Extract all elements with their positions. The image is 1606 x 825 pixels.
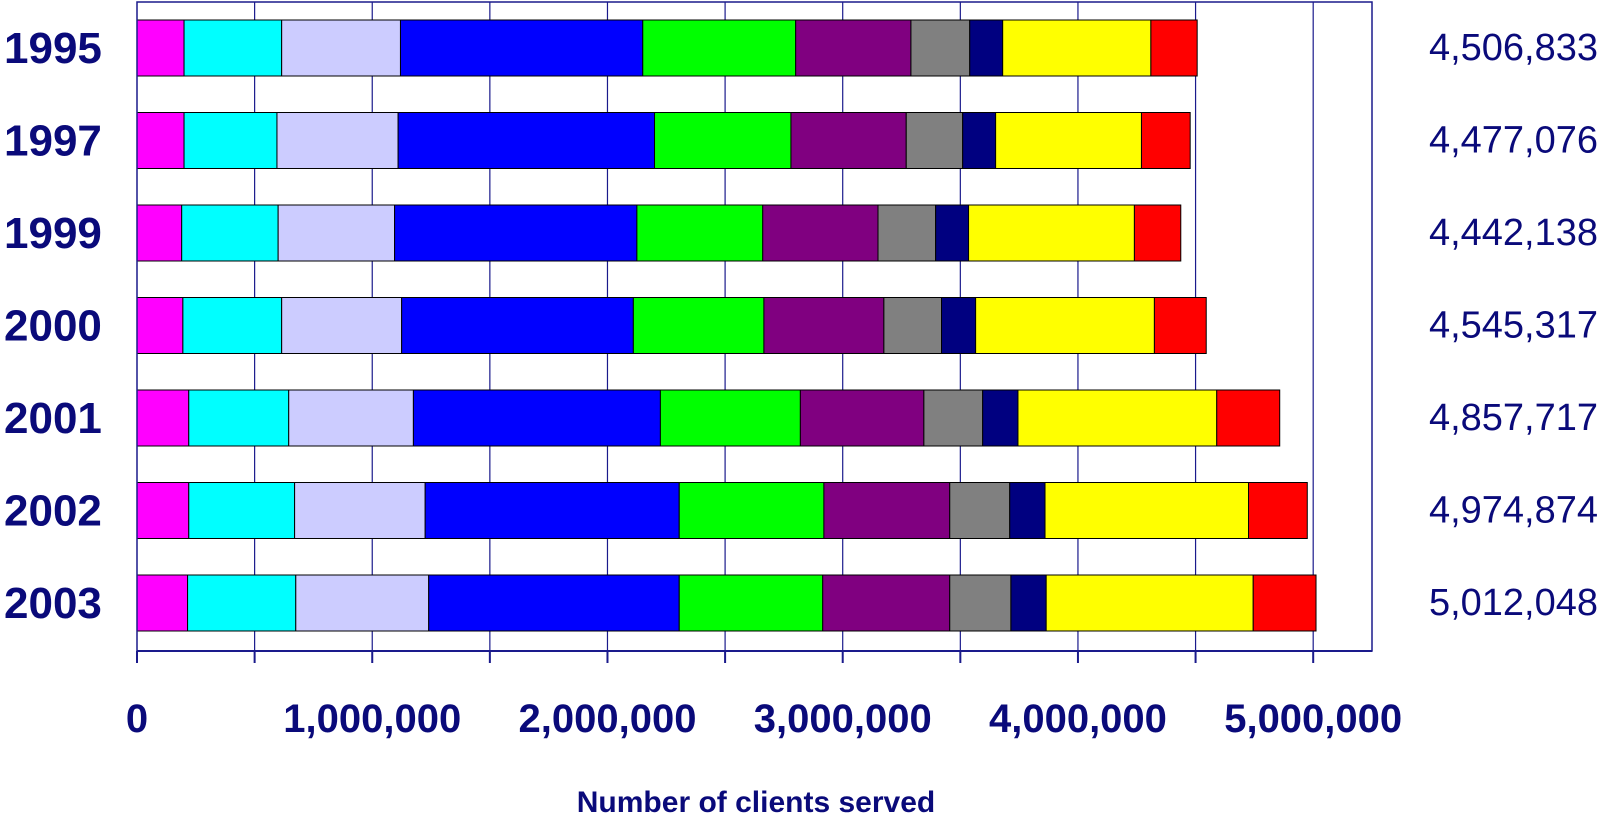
bar-segment-1999-10 — [1133, 204, 1182, 262]
bar-segment-1997-8 — [962, 112, 997, 169]
bar-segment-1999-3 — [277, 204, 396, 262]
bar-segment-2003-5 — [678, 574, 824, 632]
total-label: 4,974,874 — [1429, 490, 1598, 532]
total-label: 4,477,076 — [1429, 120, 1598, 162]
bar-segment-2002-4 — [424, 482, 680, 539]
bar-segment-1995-5 — [642, 19, 797, 77]
bar-segment-2003-3 — [295, 574, 430, 632]
bar-segment-2003-1 — [136, 574, 189, 632]
bar-segment-2002-6 — [823, 482, 951, 539]
bar-segment-1997-4 — [397, 112, 656, 169]
bar-segment-1999-4 — [394, 204, 638, 262]
bar-segment-2002-7 — [949, 482, 1011, 539]
bar-segment-2001-5 — [659, 389, 801, 447]
year-label: 1997 — [4, 117, 102, 166]
bar-segment-2000-9 — [975, 297, 1155, 354]
bar-segment-2002-8 — [1009, 482, 1046, 539]
bar-segment-2002-1 — [136, 482, 190, 539]
bar-segment-1995-2 — [183, 19, 283, 77]
bar-segment-1997-2 — [183, 112, 278, 169]
year-label: 2000 — [4, 302, 102, 351]
bar-segment-1997-5 — [654, 112, 792, 169]
total-label: 4,857,717 — [1429, 397, 1598, 439]
year-label: 1999 — [4, 209, 102, 258]
bar-segment-2001-7 — [923, 389, 984, 447]
bar-segment-2001-2 — [188, 389, 290, 447]
total-label: 4,442,138 — [1429, 212, 1598, 254]
bar-segment-1995-6 — [795, 19, 912, 77]
x-tick-label: 0 — [126, 697, 148, 741]
bar-segment-2002-3 — [294, 482, 426, 539]
bar-segment-1999-9 — [968, 204, 1135, 262]
x-axis-title: Number of clients served — [577, 786, 935, 819]
year-label: 2003 — [4, 579, 102, 628]
bar-segment-2000-2 — [182, 297, 283, 354]
bar-segment-2000-5 — [632, 297, 765, 354]
bar-segment-2003-6 — [822, 574, 951, 632]
x-tick-label: 3,000,000 — [754, 697, 932, 741]
bar-segment-1995-8 — [969, 19, 1004, 77]
bar-segment-2001-1 — [136, 389, 190, 447]
bar-segment-1995-10 — [1150, 19, 1198, 77]
x-tick-label: 4,000,000 — [989, 697, 1167, 741]
total-labels: 4,506,833 4,477,076 4,442,138 4,545,317 4,85… — [1429, 27, 1598, 624]
bar-segment-1995-4 — [399, 19, 644, 77]
bar-segment-1999-5 — [636, 204, 764, 262]
bar-segment-1999-2 — [181, 204, 279, 262]
bar-segment-2000-7 — [883, 297, 943, 354]
bar-segment-2001-6 — [799, 389, 925, 447]
x-tick-label: 2,000,000 — [518, 697, 696, 741]
bar-segment-2001-3 — [288, 389, 414, 447]
bar-segment-1997-9 — [995, 112, 1142, 169]
bar-segment-1997-10 — [1140, 112, 1191, 169]
x-tick-label: 5,000,000 — [1224, 697, 1402, 741]
bar-segment-1999-8 — [935, 204, 970, 262]
bar-segment-1995-1 — [136, 19, 185, 77]
bar-segment-1997-1 — [136, 112, 185, 169]
year-labels: 1995 1997 1999 2000 2001 2002 2003 — [4, 24, 102, 628]
bar-segment-1997-7 — [905, 112, 964, 169]
bar-segment-1999-7 — [877, 204, 937, 262]
x-tick-labels: 0 1,000,000 2,000,000 3,000,000 4,000,000 5,0… — [126, 697, 1402, 741]
bar-segment-2003-2 — [187, 574, 297, 632]
bar-segment-2000-6 — [763, 297, 885, 354]
bar-segment-2002-5 — [678, 482, 825, 539]
year-label: 1995 — [4, 24, 102, 73]
bar-segment-2003-9 — [1045, 574, 1254, 632]
bar-segment-1997-3 — [276, 112, 399, 169]
bar-segment-2002-2 — [188, 482, 296, 539]
bar-segment-1995-9 — [1002, 19, 1152, 77]
bar-segment-2001-9 — [1017, 389, 1218, 447]
total-label: 5,012,048 — [1429, 582, 1598, 624]
bar-segment-2001-8 — [982, 389, 1019, 447]
bar-segment-1999-1 — [136, 204, 183, 262]
bar-segment-2002-10 — [1248, 482, 1308, 539]
plot-frame — [136, 1, 1373, 663]
bar-segment-2003-7 — [949, 574, 1012, 632]
bar-segment-2000-1 — [136, 297, 184, 354]
x-tick-label: 1,000,000 — [283, 697, 461, 741]
bar-segment-2001-4 — [412, 389, 661, 447]
bar-segments — [136, 19, 1317, 632]
bar-segment-2000-3 — [281, 297, 403, 354]
total-label: 4,545,317 — [1429, 305, 1598, 347]
total-label: 4,506,833 — [1429, 27, 1598, 69]
bar-segment-2000-10 — [1153, 297, 1207, 354]
year-label: 2001 — [4, 394, 102, 443]
year-label: 2002 — [4, 487, 102, 536]
bar-segment-2003-8 — [1010, 574, 1047, 632]
bar-segment-2001-10 — [1216, 389, 1281, 447]
bar-segment-1995-3 — [281, 19, 401, 77]
bar-segment-2000-8 — [941, 297, 977, 354]
bar-segment-1997-6 — [790, 112, 907, 169]
bar-segment-2002-9 — [1044, 482, 1249, 539]
bar-segment-2003-10 — [1252, 574, 1317, 632]
bar-segment-2000-4 — [401, 297, 634, 354]
bar-segment-2003-4 — [428, 574, 680, 632]
bar-segment-1999-6 — [762, 204, 879, 262]
bar-segment-1995-7 — [910, 19, 971, 77]
